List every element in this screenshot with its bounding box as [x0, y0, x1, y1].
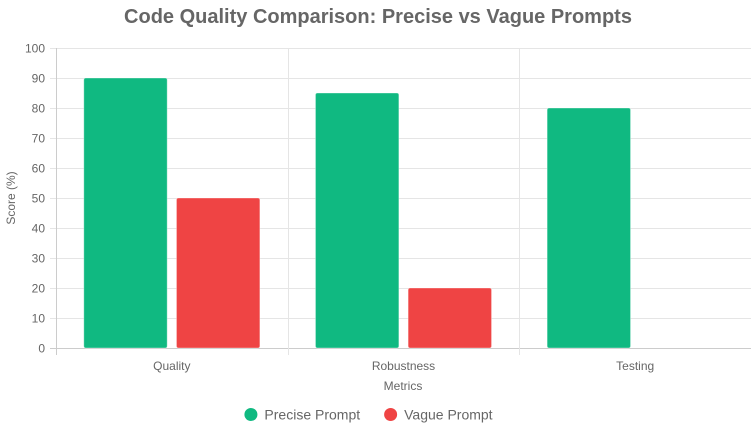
y-tick-label: 10 [32, 312, 46, 326]
y-tick-label: 50 [32, 192, 46, 206]
chart-title: Code Quality Comparison: Precise vs Vagu… [124, 6, 632, 28]
x-axis-title: Metrics [384, 379, 423, 393]
legend-marker [384, 408, 398, 421]
bar-vague-robustness [407, 287, 493, 349]
y-tick-label: 90 [32, 72, 46, 86]
y-tick-label: 60 [32, 162, 46, 176]
y-tick-label: 70 [32, 132, 46, 146]
legend-label: Precise Prompt [264, 407, 360, 423]
legend-marker [244, 408, 258, 421]
bar-precise-testing [546, 107, 632, 349]
x-tick-label: Quality [153, 359, 190, 373]
y-axis-title: Score (%) [4, 171, 18, 224]
y-tick-label: 30 [32, 252, 46, 266]
legend: Precise Prompt Vague Prompt [244, 407, 493, 423]
x-tick-label: Robustness [372, 359, 435, 373]
x-axis-ticks: Quality Robustness Testing [153, 359, 654, 373]
x-tick-label: Testing [616, 359, 654, 373]
y-tick-label: 40 [32, 222, 46, 236]
y-tick-label: 20 [32, 282, 46, 296]
legend-label: Vague Prompt [404, 407, 493, 423]
bar-vague-quality [175, 197, 261, 349]
y-tick-label: 0 [38, 342, 45, 356]
bars [83, 77, 632, 349]
y-tick-label: 100 [25, 42, 45, 56]
bar-precise-quality [83, 77, 168, 349]
y-tick-label: 80 [32, 102, 46, 116]
y-axis-ticks: 0 10 20 30 40 50 60 70 80 90 100 [25, 42, 45, 356]
bar-precise-robustness [314, 92, 400, 349]
